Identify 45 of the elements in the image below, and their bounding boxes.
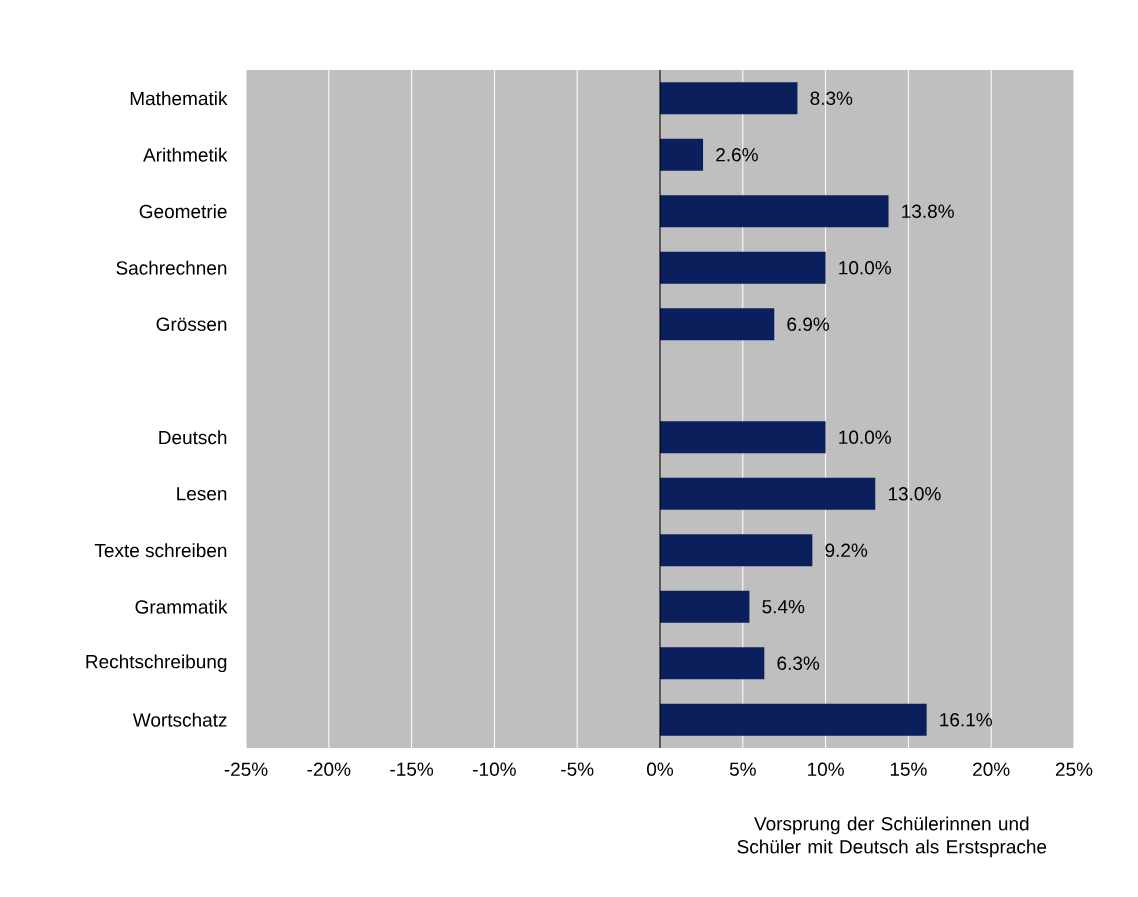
x-tick-label: -10% bbox=[473, 762, 516, 776]
y-tick-label: Arithmetik bbox=[143, 147, 228, 162]
y-tick-label: Wortschatz bbox=[132, 712, 227, 727]
data-label: 2.6% bbox=[716, 148, 758, 162]
bar bbox=[660, 195, 889, 228]
x-tick-label: 5% bbox=[729, 762, 756, 776]
x-tick-label: 15% bbox=[890, 762, 927, 776]
y-tick-label: Grössen bbox=[156, 317, 227, 331]
x-tick-label: 25% bbox=[1055, 762, 1093, 776]
y-tick-label: Grammatik bbox=[135, 599, 228, 614]
x-axis-title: Vorsprung der Schülerinnen und Schüler mit Deutsch als Erstsprache bbox=[737, 816, 1047, 858]
bar bbox=[660, 477, 876, 510]
data-label: 10.0% bbox=[839, 430, 891, 444]
bar bbox=[660, 138, 704, 171]
data-label: 13.8% bbox=[902, 204, 954, 218]
data-label: 16.1% bbox=[940, 713, 992, 727]
bar bbox=[660, 534, 813, 567]
data-label: 9.2% bbox=[825, 543, 868, 557]
data-label: 5.4% bbox=[762, 600, 805, 614]
bar bbox=[660, 82, 798, 115]
data-label: 10.0% bbox=[839, 261, 891, 275]
bar bbox=[660, 251, 826, 284]
y-tick-label: Rechtschreibung bbox=[86, 654, 227, 673]
x-tick-label: 20% bbox=[973, 762, 1010, 776]
y-tick-label: Sachrechnen bbox=[116, 260, 227, 275]
x-tick-label: -15% bbox=[390, 762, 434, 776]
y-tick-label: Mathematik bbox=[130, 91, 228, 106]
x-tick-label: -20% bbox=[307, 762, 351, 776]
y-tick-label: Geometrie bbox=[139, 204, 227, 219]
data-label: 6.9% bbox=[787, 317, 830, 331]
y-tick-label: Lesen bbox=[177, 487, 227, 501]
bar bbox=[660, 647, 765, 680]
data-label: 6.3% bbox=[777, 656, 820, 670]
x-tick-label: -5% bbox=[561, 762, 594, 776]
data-label: 8.3% bbox=[810, 91, 853, 105]
x-tick-label: -25% bbox=[224, 762, 268, 776]
bar bbox=[660, 308, 775, 341]
bar bbox=[660, 590, 750, 623]
x-tick-label: 0% bbox=[647, 762, 674, 776]
data-label: 13.0% bbox=[888, 487, 941, 501]
y-tick-label: Deutsch bbox=[159, 430, 227, 445]
y-tick-label: Texte schreiben bbox=[94, 543, 227, 558]
x-tick-label: 10% bbox=[808, 762, 844, 776]
bar bbox=[660, 703, 927, 736]
bar bbox=[660, 421, 826, 454]
